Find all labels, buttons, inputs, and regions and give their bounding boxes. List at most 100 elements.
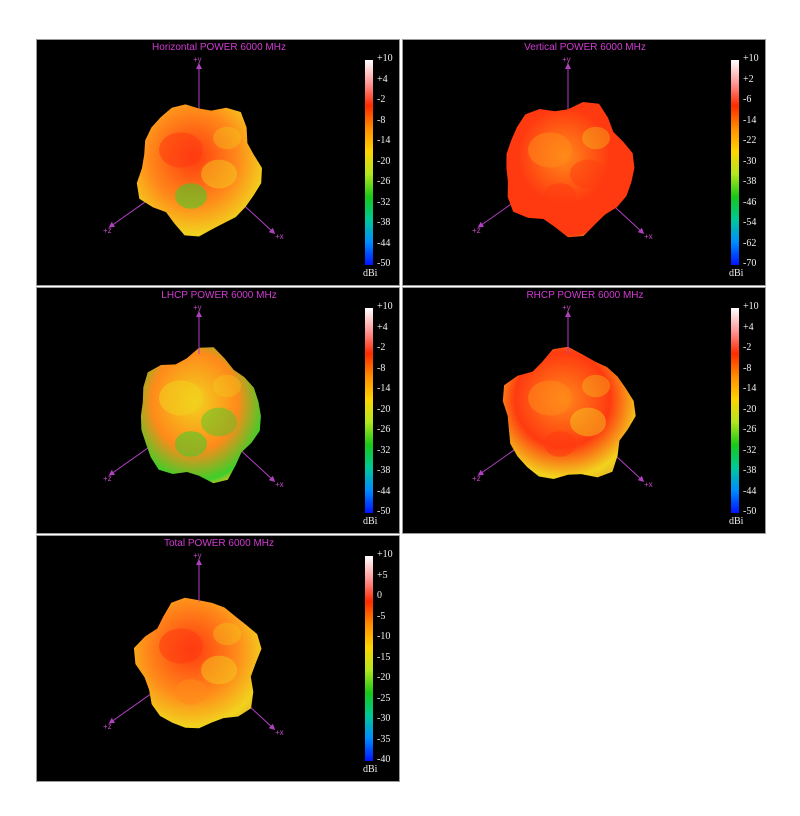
- colorbar-tick-label: -26: [377, 176, 391, 187]
- colorbar-tick-label: -25: [377, 692, 391, 704]
- surface-shade: [570, 407, 606, 437]
- colorbar-tick-label: -38: [377, 465, 391, 476]
- chart-title: Vertical POWER 6000 MHz: [524, 42, 646, 53]
- surface-shade: [159, 628, 203, 664]
- x-axis-label: +x: [275, 480, 284, 489]
- colorbar-tick-label: +10: [377, 301, 393, 312]
- chart-title: Total POWER 6000 MHz: [163, 538, 275, 549]
- colorbar-tick-label: -54: [743, 217, 757, 228]
- surface-shade: [175, 679, 207, 705]
- x-axis-label: +x: [644, 232, 653, 241]
- colorbar: [365, 308, 373, 513]
- z-axis-label: +z: [103, 722, 112, 731]
- colorbar-unit: dBi: [363, 268, 378, 279]
- colorbar-tick-label: -70: [743, 258, 757, 269]
- x-axis-label: +x: [275, 232, 284, 241]
- colorbar-tick-label: -10: [377, 631, 391, 642]
- colorbar-tick-label: -30: [377, 713, 391, 724]
- x-axis-label: +x: [275, 728, 284, 737]
- z-axis-label: +z: [103, 226, 112, 235]
- y-axis-label: +y: [562, 303, 571, 312]
- surface-shade: [201, 655, 237, 685]
- colorbar-tick-label: -44: [377, 237, 391, 249]
- pattern-canvas: [108, 63, 276, 237]
- surface-shade: [570, 159, 606, 189]
- colorbar-tick-label: -32: [743, 444, 757, 456]
- z-axis-label: +z: [472, 474, 481, 483]
- colorbar-tick-label: -2: [743, 342, 752, 353]
- colorbar-tick-label: +10: [743, 301, 759, 312]
- colorbar-unit: dBi: [729, 516, 744, 527]
- colorbar-tick-label: -32: [377, 196, 391, 208]
- colorbar-tick-label: -38: [377, 217, 391, 228]
- colorbar-tick-label: -14: [377, 383, 391, 394]
- colorbar-tick-label: -8: [377, 114, 386, 126]
- colorbar-tick-label: -14: [743, 383, 757, 394]
- colorbar-tick-label: -14: [743, 114, 757, 126]
- colorbar-tick-label: -50: [743, 506, 757, 517]
- colorbar-tick-label: +4: [377, 321, 388, 333]
- colorbar-tick-label: -40: [377, 754, 391, 765]
- colorbar-unit: dBi: [363, 764, 378, 775]
- colorbar-tick-label: -5: [377, 610, 386, 622]
- colorbar-tick-label: -38: [743, 176, 757, 187]
- lhcp-power-plot: LHCP POWER 6000 MHz +y +z +x +10 +4 -2 -8 -14 -20…: [36, 287, 400, 534]
- pattern-canvas: [477, 63, 645, 238]
- surface-shade: [201, 159, 237, 189]
- surface-shade: [213, 126, 241, 150]
- surface-shade: [213, 622, 241, 646]
- radiation-pattern-surface: [502, 346, 636, 479]
- colorbar-tick-label: -20: [377, 672, 391, 683]
- chart-title: Horizontal POWER 6000 MHz: [152, 42, 286, 53]
- colorbar-tick-label: -62: [743, 237, 757, 249]
- colorbar: [731, 308, 739, 513]
- colorbar-tick-label: -32: [377, 444, 391, 456]
- colorbar-tick-label: -50: [377, 506, 391, 517]
- rhcp-power-plot: RHCP POWER 6000 MHz +y +z +x +10 +4 -2 -8 -14 -20…: [402, 287, 766, 534]
- colorbar-tick-label: -44: [377, 485, 391, 497]
- surface-shade: [582, 126, 610, 150]
- z-axis-label: +z: [103, 474, 112, 483]
- colorbar-tick-label: -8: [377, 362, 386, 374]
- y-axis-label: +y: [193, 55, 202, 64]
- colorbar-tick-label: -50: [377, 258, 391, 269]
- colorbar-tick-label: -44: [743, 485, 757, 497]
- surface-shade: [582, 374, 610, 398]
- colorbar-tick-label: 0: [377, 590, 382, 601]
- colorbar-tick-label: -2: [377, 94, 386, 105]
- colorbar-unit: dBi: [729, 268, 744, 279]
- colorbar-tick-label: -20: [743, 403, 757, 415]
- colorbar-tick-label: -46: [743, 196, 757, 208]
- pattern-canvas: [477, 311, 645, 483]
- y-axis-label: +y: [193, 303, 202, 312]
- colorbar-tick-label: -26: [377, 424, 391, 435]
- horizontal-power-plot: Horizontal POWER 6000 MHz +y +z +x +10 +4 -2 -8…: [36, 39, 400, 286]
- vertical-power-plot: Vertical POWER 6000 MHz +y +z +x +10 +2 -6 -14 -…: [402, 39, 766, 286]
- colorbar-tick-label: -14: [377, 135, 391, 146]
- colorbar-tick-label: -35: [377, 733, 391, 745]
- y-axis-label: +y: [562, 55, 571, 64]
- colorbar-tick-label: +5: [377, 569, 388, 581]
- x-axis-label: +x: [644, 480, 653, 489]
- total-power-plot: Total POWER 6000 MHz +y +z +x +10 +5 0 -5 -10 -15…: [36, 535, 400, 782]
- pattern-canvas: [108, 311, 276, 484]
- colorbar-tick-label: -8: [743, 362, 752, 374]
- colorbar-tick-label: -26: [743, 424, 757, 435]
- colorbar-tick-label: +10: [743, 53, 759, 64]
- surface-shade: [544, 431, 576, 457]
- colorbar-unit: dBi: [363, 516, 378, 527]
- colorbar-tick-label: +2: [743, 73, 754, 85]
- colorbar: [365, 556, 373, 761]
- colorbar-tick-label: -6: [743, 94, 752, 105]
- radiation-pattern-surface: [136, 104, 262, 237]
- colorbar-tick-label: +10: [377, 53, 393, 64]
- surface-shade: [544, 183, 576, 209]
- colorbar-tick-label: -20: [377, 155, 391, 167]
- colorbar: [365, 60, 373, 265]
- chart-title: LHCP POWER 6000 MHz: [161, 290, 277, 301]
- surface-shade: [175, 183, 207, 209]
- colorbar-tick-label: +4: [377, 73, 388, 85]
- colorbar-tick-label: +4: [743, 321, 754, 333]
- surface-shade: [201, 407, 237, 437]
- colorbar-tick-label: -2: [377, 342, 386, 353]
